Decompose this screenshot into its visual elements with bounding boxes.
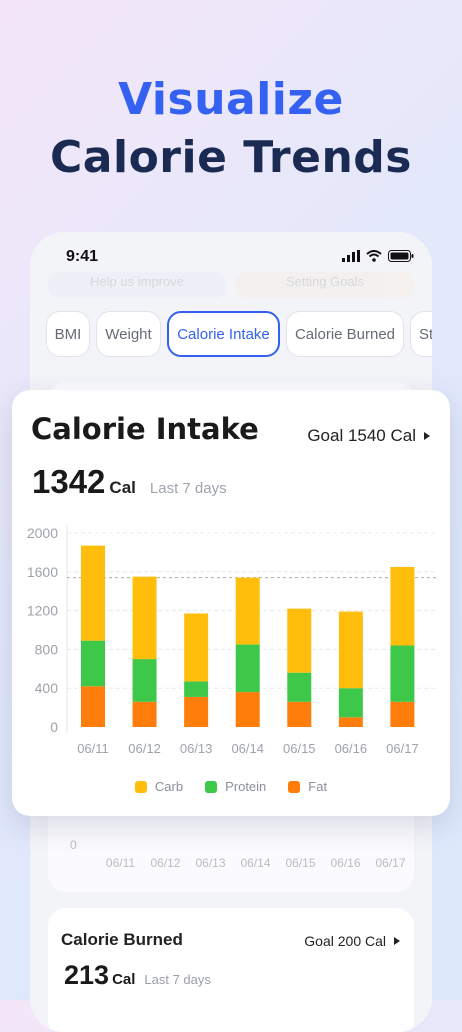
bar-segment-fat [287, 701, 312, 727]
intake-summary: 1342 Cal Last 7 days [32, 463, 227, 501]
legend-label-carb: Carb [154, 779, 184, 794]
burned-goal-label: Goal 200 Cal [304, 933, 386, 949]
intake-value: 1342 [32, 463, 106, 500]
background-x-tick: 06/12 [150, 856, 181, 870]
setting-goals-button[interactable]: Setting Goals [236, 272, 414, 298]
legend-protein: Protein [205, 779, 266, 794]
background-x-tick: 06/16 [330, 856, 361, 870]
headline-line-2: Calorie Trends [50, 132, 412, 183]
bar-segment-carb [235, 577, 260, 645]
x-tick-label: 06/13 [180, 741, 213, 756]
bar-segment-fat [390, 701, 415, 727]
bar-segment-fat [132, 701, 157, 727]
background-x-tick: 06/13 [195, 856, 226, 870]
bar-segment-protein [338, 688, 363, 718]
battery-icon [388, 250, 414, 262]
status-time: 9:41 [66, 248, 99, 265]
x-tick-label: 06/14 [231, 741, 264, 756]
chart-legend: Carb Protein Fat [12, 779, 450, 794]
intake-goal-label: Goal 1540 Cal [307, 426, 416, 445]
intake-period: Last 7 days [149, 480, 227, 497]
burned-period: Last 7 days [144, 972, 211, 987]
background-x-tick: 06/14 [240, 856, 271, 870]
y-tick-label: 400 [35, 680, 59, 696]
tab-weight[interactable]: Weight [96, 311, 161, 357]
metric-tabs: BMI Weight Calorie Intake Calorie Burned… [46, 311, 432, 357]
tab-steps[interactable]: St [410, 311, 432, 357]
legend-label-protein: Protein [225, 779, 267, 794]
headline-line-1: Visualize [118, 74, 344, 125]
burned-goal[interactable]: Goal 200 Cal [304, 933, 400, 949]
burned-unit: Cal [112, 971, 136, 988]
background-x-tick: 06/11 [105, 856, 136, 870]
y-tick-label: 1200 [27, 603, 58, 619]
x-tick-label: 06/16 [335, 741, 368, 756]
bar-segment-protein [81, 640, 105, 687]
background-x-tick: 06/17 [375, 856, 406, 870]
bar-segment-fat [184, 696, 209, 727]
bar-segment-carb [390, 566, 415, 646]
legend-carb: Carb [134, 779, 184, 794]
legend-swatch-protein [205, 780, 218, 793]
y-tick-label: 1600 [27, 564, 58, 580]
bar-segment-carb [338, 611, 363, 689]
tab-bmi[interactable]: BMI [46, 311, 90, 357]
card-title: Calorie Intake [31, 412, 259, 446]
chevron-right-icon [394, 937, 400, 945]
calorie-intake-chart: 2000 1600 1200 800 400 0 06/11 06/12 06/13 06/14 0… [27, 525, 438, 756]
legend-label-fat: Fat [308, 779, 328, 794]
bar-segment-fat [235, 692, 260, 727]
intake-unit: Cal [109, 478, 136, 497]
legend-swatch-fat [288, 780, 301, 793]
calorie-intake-card[interactable]: Calorie Intake Goal 1540 Cal 1342 Cal La… [12, 390, 450, 816]
bar-segment-protein [287, 672, 312, 702]
burned-value: 213 [64, 960, 110, 990]
status-icons [342, 250, 414, 262]
bar-segment-protein [390, 645, 415, 702]
legend-swatch-carb [134, 780, 147, 793]
bar-segment-protein [235, 644, 260, 693]
tab-calorie-intake[interactable]: Calorie Intake [167, 311, 280, 357]
ghost-buttons: Help us improve Setting Goals [48, 272, 414, 298]
bar-segment-carb [132, 576, 157, 660]
bar-segment-protein [132, 659, 157, 702]
x-tick-label: 06/15 [283, 741, 316, 756]
bar-segment-protein [184, 681, 209, 697]
tab-calorie-burned[interactable]: Calorie Burned [286, 311, 404, 357]
burned-summary: 213 Cal Last 7 days [64, 960, 211, 991]
x-tick-label: 06/17 [386, 741, 419, 756]
help-improve-button[interactable]: Help us improve [48, 272, 226, 298]
bar-segment-carb [81, 545, 105, 641]
background-x-tick: 06/15 [285, 856, 316, 870]
y-tick-label: 2000 [27, 525, 58, 541]
background-y-zero: 0 [70, 838, 77, 852]
intake-goal[interactable]: Goal 1540 Cal [307, 426, 430, 446]
signal-icon [342, 250, 360, 262]
bar-segment-carb [287, 608, 312, 673]
wifi-icon [366, 250, 382, 262]
x-tick-label: 06/11 [77, 741, 109, 756]
x-tick-label: 06/12 [128, 741, 161, 756]
calorie-burned-card[interactable]: Calorie Burned Goal 200 Cal 213 Cal Last… [48, 908, 414, 1032]
bar-segment-fat [81, 686, 105, 727]
burned-title: Calorie Burned [61, 930, 183, 949]
bar-segment-carb [184, 613, 209, 682]
y-tick-label: 0 [50, 719, 58, 735]
bar-segment-fat [338, 717, 363, 727]
legend-fat: Fat [288, 779, 327, 794]
chevron-right-icon [424, 432, 430, 440]
background-x-ticks: 06/11 06/12 06/13 06/14 06/15 06/16 06/1… [98, 856, 413, 870]
y-tick-label: 800 [35, 641, 59, 657]
